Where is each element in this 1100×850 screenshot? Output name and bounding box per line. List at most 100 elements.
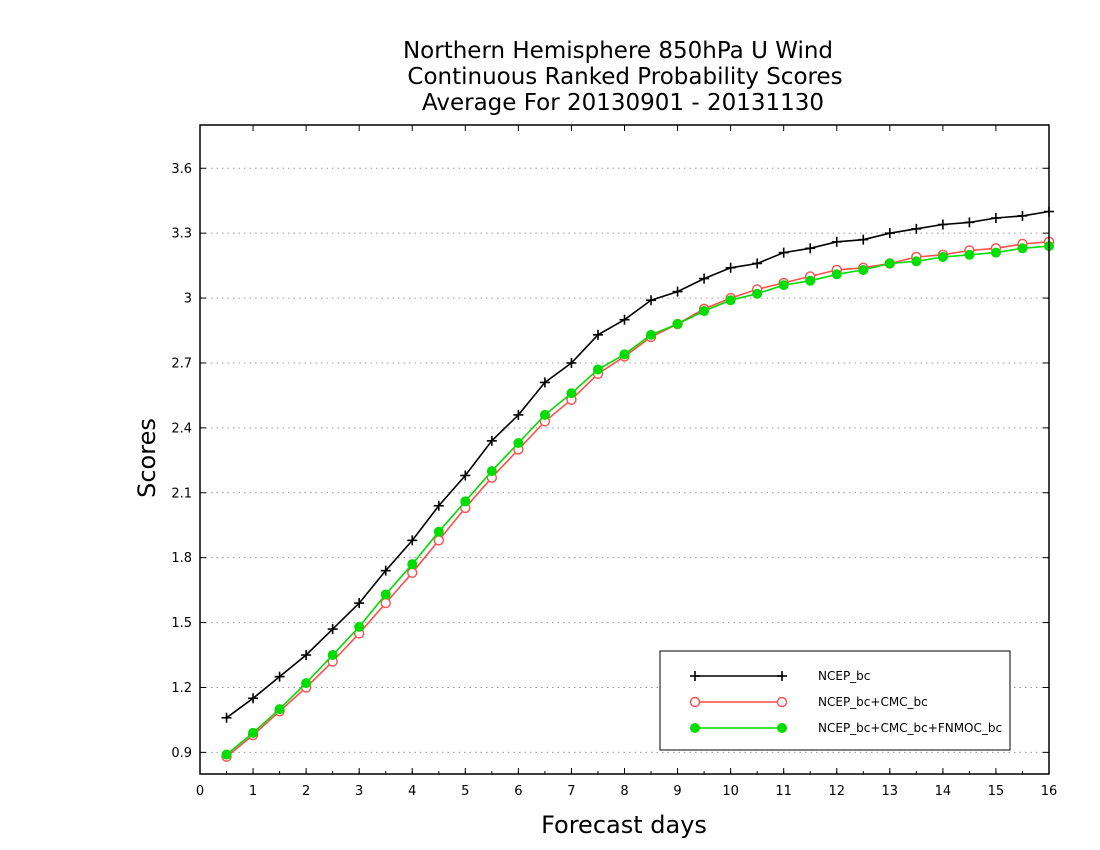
y-tick-label: 2.4: [171, 421, 192, 436]
data-point: [778, 280, 789, 291]
data-point: [911, 256, 922, 267]
y-tick-label: 0.9: [171, 746, 192, 761]
data-point: [937, 251, 948, 262]
x-axis-label: Forecast days: [541, 811, 707, 839]
x-tick-label: 15: [988, 784, 1005, 799]
x-tick-label: 12: [828, 784, 845, 799]
x-tick-label: 4: [408, 784, 416, 799]
data-point: [380, 589, 391, 600]
data-point: [884, 228, 895, 239]
x-tick-label: 1: [249, 784, 257, 799]
x-tick-label: 13: [882, 784, 899, 799]
legend-label: NCEP_bc: [818, 669, 870, 683]
data-point: [592, 329, 603, 340]
legend-marker: [777, 723, 787, 733]
data-point: [911, 223, 922, 234]
data-point: [433, 535, 444, 546]
data-point: [486, 435, 497, 446]
data-point: [1017, 243, 1028, 254]
chart-title-line-2: Continuous Ranked Probability Scores: [407, 64, 842, 90]
data-point: [964, 217, 975, 228]
data-point: [539, 377, 550, 388]
data-point: [513, 409, 524, 420]
data-point: [964, 249, 975, 260]
x-tick-label: 0: [196, 784, 204, 799]
data-point: [433, 526, 444, 537]
chart-title: Northern Hemisphere 850hPa U Wind Contin…: [403, 38, 843, 116]
data-point: [460, 496, 471, 507]
data-point: [354, 621, 365, 632]
legend-item: NCEP_bc: [690, 669, 870, 683]
x-tick-label: 5: [461, 784, 469, 799]
data-point: [699, 273, 710, 284]
legend-item: NCEP_bc+CMC_bc+FNMOC_bc: [690, 721, 1002, 735]
legend-marker: [776, 696, 788, 708]
data-point: [274, 704, 285, 715]
data-point: [460, 470, 471, 481]
data-point: [646, 329, 657, 340]
data-point: [990, 213, 1001, 224]
y-tick-label: 1.2: [171, 681, 192, 696]
plot-frame: [199, 124, 1050, 775]
legend-marker: [690, 671, 700, 681]
legend-marker: [690, 723, 700, 733]
series-line: [226, 210, 1050, 719]
chart-title-line-3: Average For 20130901 - 20131130: [422, 90, 824, 116]
data-point: [990, 247, 1001, 258]
data-point: [539, 409, 550, 420]
data-point: [778, 247, 789, 258]
legend-box: [659, 650, 1011, 751]
data-point: [301, 678, 312, 689]
data-point: [805, 275, 816, 286]
x-tick-label: 2: [302, 784, 310, 799]
axis-ticks: 0.91.21.51.82.12.42.733.33.60 1 2 3 4 5 6 7 8 9 10…: [171, 125, 1057, 799]
data-point: [1017, 210, 1028, 221]
data-point: [884, 258, 895, 269]
data-point: [407, 567, 418, 579]
x-tick-label: 3: [355, 784, 363, 799]
y-tick-label: 2.1: [171, 486, 192, 501]
data-point: [725, 295, 736, 306]
data-point: [221, 749, 232, 760]
data-point: [327, 650, 338, 661]
data-point: [407, 559, 418, 570]
data-point: [672, 286, 683, 297]
data-point: [831, 269, 842, 280]
legend-label: NCEP_bc+CMC_bc+FNMOC_bc: [818, 721, 1002, 735]
data-point: [380, 597, 391, 609]
data-point: [937, 219, 948, 230]
y-tick-label: 3: [184, 292, 192, 307]
series-3: [221, 241, 1054, 760]
data-point: [433, 500, 444, 511]
data-point: [858, 234, 869, 245]
data-point: [831, 236, 842, 247]
x-tick-label: 16: [1041, 784, 1058, 799]
y-tick-label: 1.5: [171, 616, 192, 631]
x-tick-label: 9: [673, 784, 681, 799]
data-point: [566, 388, 577, 399]
data-point: [646, 295, 657, 306]
data-point: [672, 319, 683, 330]
data-point: [486, 466, 497, 477]
data-point: [619, 349, 630, 360]
x-tick-label: 11: [775, 784, 792, 799]
data-point: [805, 243, 816, 254]
y-tick-label: 3.6: [171, 162, 192, 177]
data-point: [699, 306, 710, 317]
data-point: [858, 264, 869, 275]
data-point: [327, 624, 338, 635]
data-point: [248, 693, 259, 704]
data-point: [752, 258, 763, 269]
data-point: [513, 438, 524, 449]
data-point: [274, 671, 285, 682]
data-point: [221, 712, 232, 723]
legend: NCEP_bc NCEP_bc+CMC_bc NCEP_bc+CMC_bc+FNMO…: [659, 650, 1011, 751]
legend-label: NCEP_bc+CMC_bc: [818, 695, 928, 709]
data-point: [566, 357, 577, 368]
data-point: [592, 364, 603, 375]
gridlines: [200, 167, 1049, 753]
y-tick-label: 2.7: [171, 356, 192, 371]
data-point: [619, 314, 630, 325]
legend-marker: [689, 696, 701, 708]
